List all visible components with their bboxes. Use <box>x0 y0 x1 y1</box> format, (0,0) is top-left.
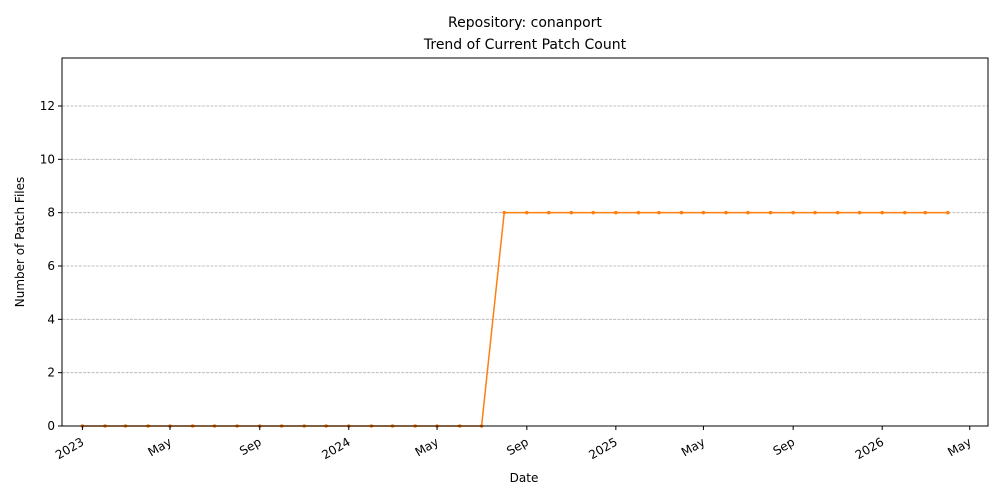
x-tick-label: 2026 <box>853 435 886 462</box>
data-point <box>636 210 641 215</box>
x-tick-label: Sep <box>771 435 798 458</box>
data-point <box>813 210 817 215</box>
data-point <box>903 210 907 215</box>
data-point <box>857 210 862 215</box>
y-tick-label: 12 <box>40 99 55 113</box>
x-tick-label: 2023 <box>53 435 86 462</box>
x-tick-label: May <box>945 435 973 460</box>
data-point <box>546 210 551 215</box>
data-point <box>701 210 706 215</box>
x-tick-label: May <box>679 435 707 460</box>
x-tick-label: May <box>146 435 174 460</box>
x-tick-label: Sep <box>504 435 531 458</box>
y-axis-label: Number of Patch Files <box>13 177 27 308</box>
y-tick-label: 0 <box>47 419 55 433</box>
data-point <box>746 210 750 215</box>
x-tick-label: 2024 <box>319 435 352 462</box>
data-point <box>791 210 795 215</box>
gridlines <box>62 105 988 427</box>
x-tick-label: May <box>413 435 441 460</box>
data-point <box>724 210 728 215</box>
x-tick-label: 2025 <box>586 435 619 462</box>
data-point <box>768 210 773 215</box>
data-point <box>502 210 507 215</box>
data-point <box>525 210 529 215</box>
x-tick-label: Sep <box>237 435 264 458</box>
y-axis: 0 2 4 6 8 10 12 <box>40 99 62 433</box>
y-tick-label: 8 <box>47 206 55 220</box>
y-tick-label: 10 <box>40 152 55 166</box>
y-tick-label: 6 <box>47 259 55 273</box>
data-point <box>946 210 950 215</box>
y-tick-label: 2 <box>47 366 55 380</box>
data-point <box>591 210 596 215</box>
data-point <box>923 210 928 215</box>
x-axis-label: Date <box>510 471 539 485</box>
data-point <box>657 210 661 215</box>
data-point <box>614 210 618 215</box>
plot-area-frame <box>61 57 989 427</box>
chart-subtitle: Trend of Current Patch Count <box>423 37 627 53</box>
y-tick-label: 4 <box>47 312 55 326</box>
x-axis: 2023 May Sep 2024 May Sep 2025 May Sep 2026 May <box>53 426 974 462</box>
data-point <box>835 210 840 215</box>
data-point <box>569 210 574 215</box>
data-point <box>679 210 684 215</box>
chart-title: Repository: conanport <box>448 15 602 31</box>
data-point <box>880 210 884 215</box>
